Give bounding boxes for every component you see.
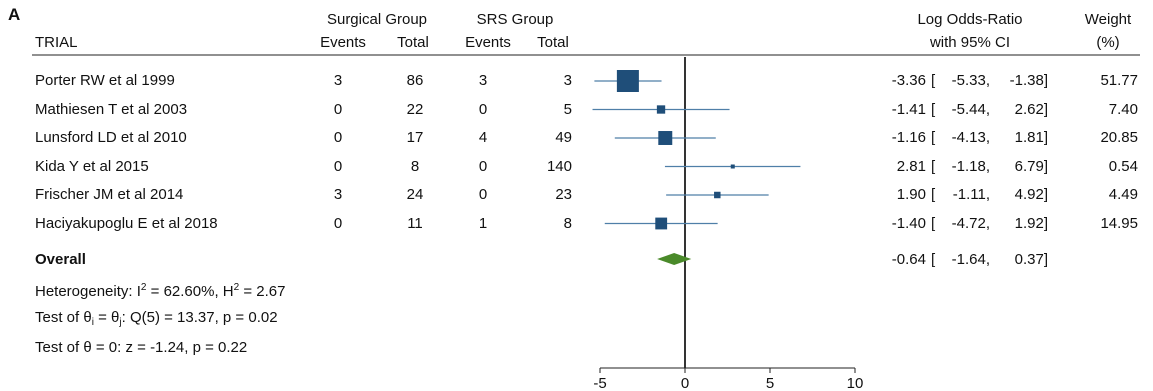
study-ci-low: -4.13, <box>951 129 990 146</box>
srs-events: 0 <box>478 157 488 175</box>
surgical-events: 3 <box>333 186 343 203</box>
srs-total: 140 <box>546 157 572 175</box>
study-ci-high: -1.38] <box>1009 72 1048 89</box>
study-weight: 51.77 <box>1100 72 1138 89</box>
srs-events: 1 <box>478 214 488 232</box>
study-weight: 7.40 <box>1108 100 1138 118</box>
overall-estimate: -0.64 <box>891 251 926 268</box>
overall-ci-low: -1.64, <box>951 251 990 268</box>
srs-events: 0 <box>478 100 488 118</box>
study-estimate: -3.36 <box>891 72 926 89</box>
surgical-total: 24 <box>406 186 424 203</box>
study-ci-bracket-open: [ <box>931 72 936 89</box>
study-ci-bracket-open: [ <box>931 157 936 175</box>
study-name: Frischer JM et al 2014 <box>35 186 184 203</box>
x-tick-label: -5 <box>593 375 606 391</box>
x-axis-ticks: -5 0 5 10 <box>593 368 863 391</box>
surgical-total: 22 <box>406 100 424 118</box>
study-marker <box>656 105 666 114</box>
header-surgical-events: Events <box>320 34 366 51</box>
study-marker <box>655 217 668 230</box>
study-ci-high: 6.79] <box>1014 157 1048 175</box>
header-surgical-group: Surgical Group <box>326 11 428 28</box>
srs-total: 5 <box>563 100 572 118</box>
study-ci-high: 1.92] <box>1014 214 1048 232</box>
srs-events: 0 <box>478 186 488 203</box>
study-marker <box>616 70 639 92</box>
surgical-events: 0 <box>333 157 343 175</box>
srs-total: 49 <box>555 129 572 146</box>
study-estimate: 2.81 <box>896 157 926 175</box>
forest-marks <box>592 70 801 265</box>
header-weight: Weight <box>1084 11 1132 28</box>
header-trial: TRIAL <box>35 34 78 51</box>
header-srs-group: SRS Group <box>476 11 554 28</box>
study-estimate: 1.90 <box>896 186 926 203</box>
study-estimate: -1.16 <box>891 129 926 146</box>
study-estimate: -1.40 <box>891 214 926 232</box>
study-weight: 20.85 <box>1100 129 1138 146</box>
study-name: Mathiesen T et al 2003 <box>35 100 188 118</box>
overall-diamond <box>657 253 692 265</box>
header-lor: Log Odds-Ratio <box>917 11 1023 28</box>
x-tick-label: 5 <box>766 375 774 391</box>
surgical-total: 17 <box>406 129 424 146</box>
study-ci-low: -1.11, <box>952 186 990 203</box>
study-marker <box>658 131 673 145</box>
header-srs-events: Events <box>465 34 511 51</box>
surgical-total: 11 <box>407 214 423 232</box>
study-ci-bracket-open: [ <box>931 129 936 146</box>
header-surgical-total: Total <box>397 34 429 51</box>
header-srs-total: Total <box>537 34 569 51</box>
srs-events: 3 <box>478 72 488 89</box>
surgical-events: 0 <box>333 214 343 232</box>
overall-label: Overall <box>35 251 86 268</box>
surgical-events: 3 <box>333 72 343 89</box>
x-tick-label: 10 <box>847 375 864 391</box>
heterogeneity-stat: Heterogeneity: I2 = 62.60%, H2 = 2.67 <box>35 282 286 300</box>
surgical-events: 0 <box>333 129 343 146</box>
x-tick-label: 0 <box>681 375 689 391</box>
overall-ci-high: 0.37] <box>1014 251 1048 268</box>
study-marker <box>730 164 735 169</box>
surgical-total: 86 <box>406 72 424 89</box>
srs-total: 23 <box>555 186 572 203</box>
study-ci-high: 4.92] <box>1014 186 1048 203</box>
study-ci-low: -4.72, <box>951 214 990 232</box>
z-test-stat: Test of θ = 0: z = -1.24, p = 0.22 <box>35 339 248 356</box>
study-name: Haciyakupoglu E et al 2018 <box>35 214 218 232</box>
panel-label: A <box>8 5 21 24</box>
surgical-events: 0 <box>333 100 343 118</box>
study-marker <box>714 191 721 199</box>
study-weight: 14.95 <box>1100 214 1138 232</box>
srs-total: 3 <box>563 72 572 89</box>
srs-total: 8 <box>563 214 572 232</box>
study-weight: 0.54 <box>1108 157 1138 175</box>
study-name: Kida Y et al 2015 <box>35 157 149 175</box>
study-name: Porter RW et al 1999 <box>35 72 175 89</box>
overall-ci-bracket-open: [ <box>931 251 936 268</box>
study-ci-low: -5.44, <box>951 100 990 118</box>
study-ci-bracket-open: [ <box>931 214 936 232</box>
surgical-total: 8 <box>410 157 420 175</box>
study-ci-low: -1.18, <box>951 157 990 175</box>
q-test-stat: Test of θi = θj: Q(5) = 13.37, p = 0.02 <box>35 309 278 328</box>
srs-events: 4 <box>478 129 488 146</box>
header-lor-ci: with 95% CI <box>929 34 1011 51</box>
study-name: Lunsford LD et al 2010 <box>35 129 187 146</box>
study-weight: 4.49 <box>1108 186 1138 203</box>
study-ci-high: 1.81] <box>1014 129 1048 146</box>
study-ci-bracket-open: [ <box>931 100 936 118</box>
study-ci-low: -5.33, <box>951 72 990 89</box>
header-weight-unit: (%) <box>1096 34 1120 51</box>
study-estimate: -1.41 <box>891 100 926 118</box>
study-ci-high: 2.62] <box>1014 100 1048 118</box>
study-ci-bracket-open: [ <box>931 186 936 203</box>
